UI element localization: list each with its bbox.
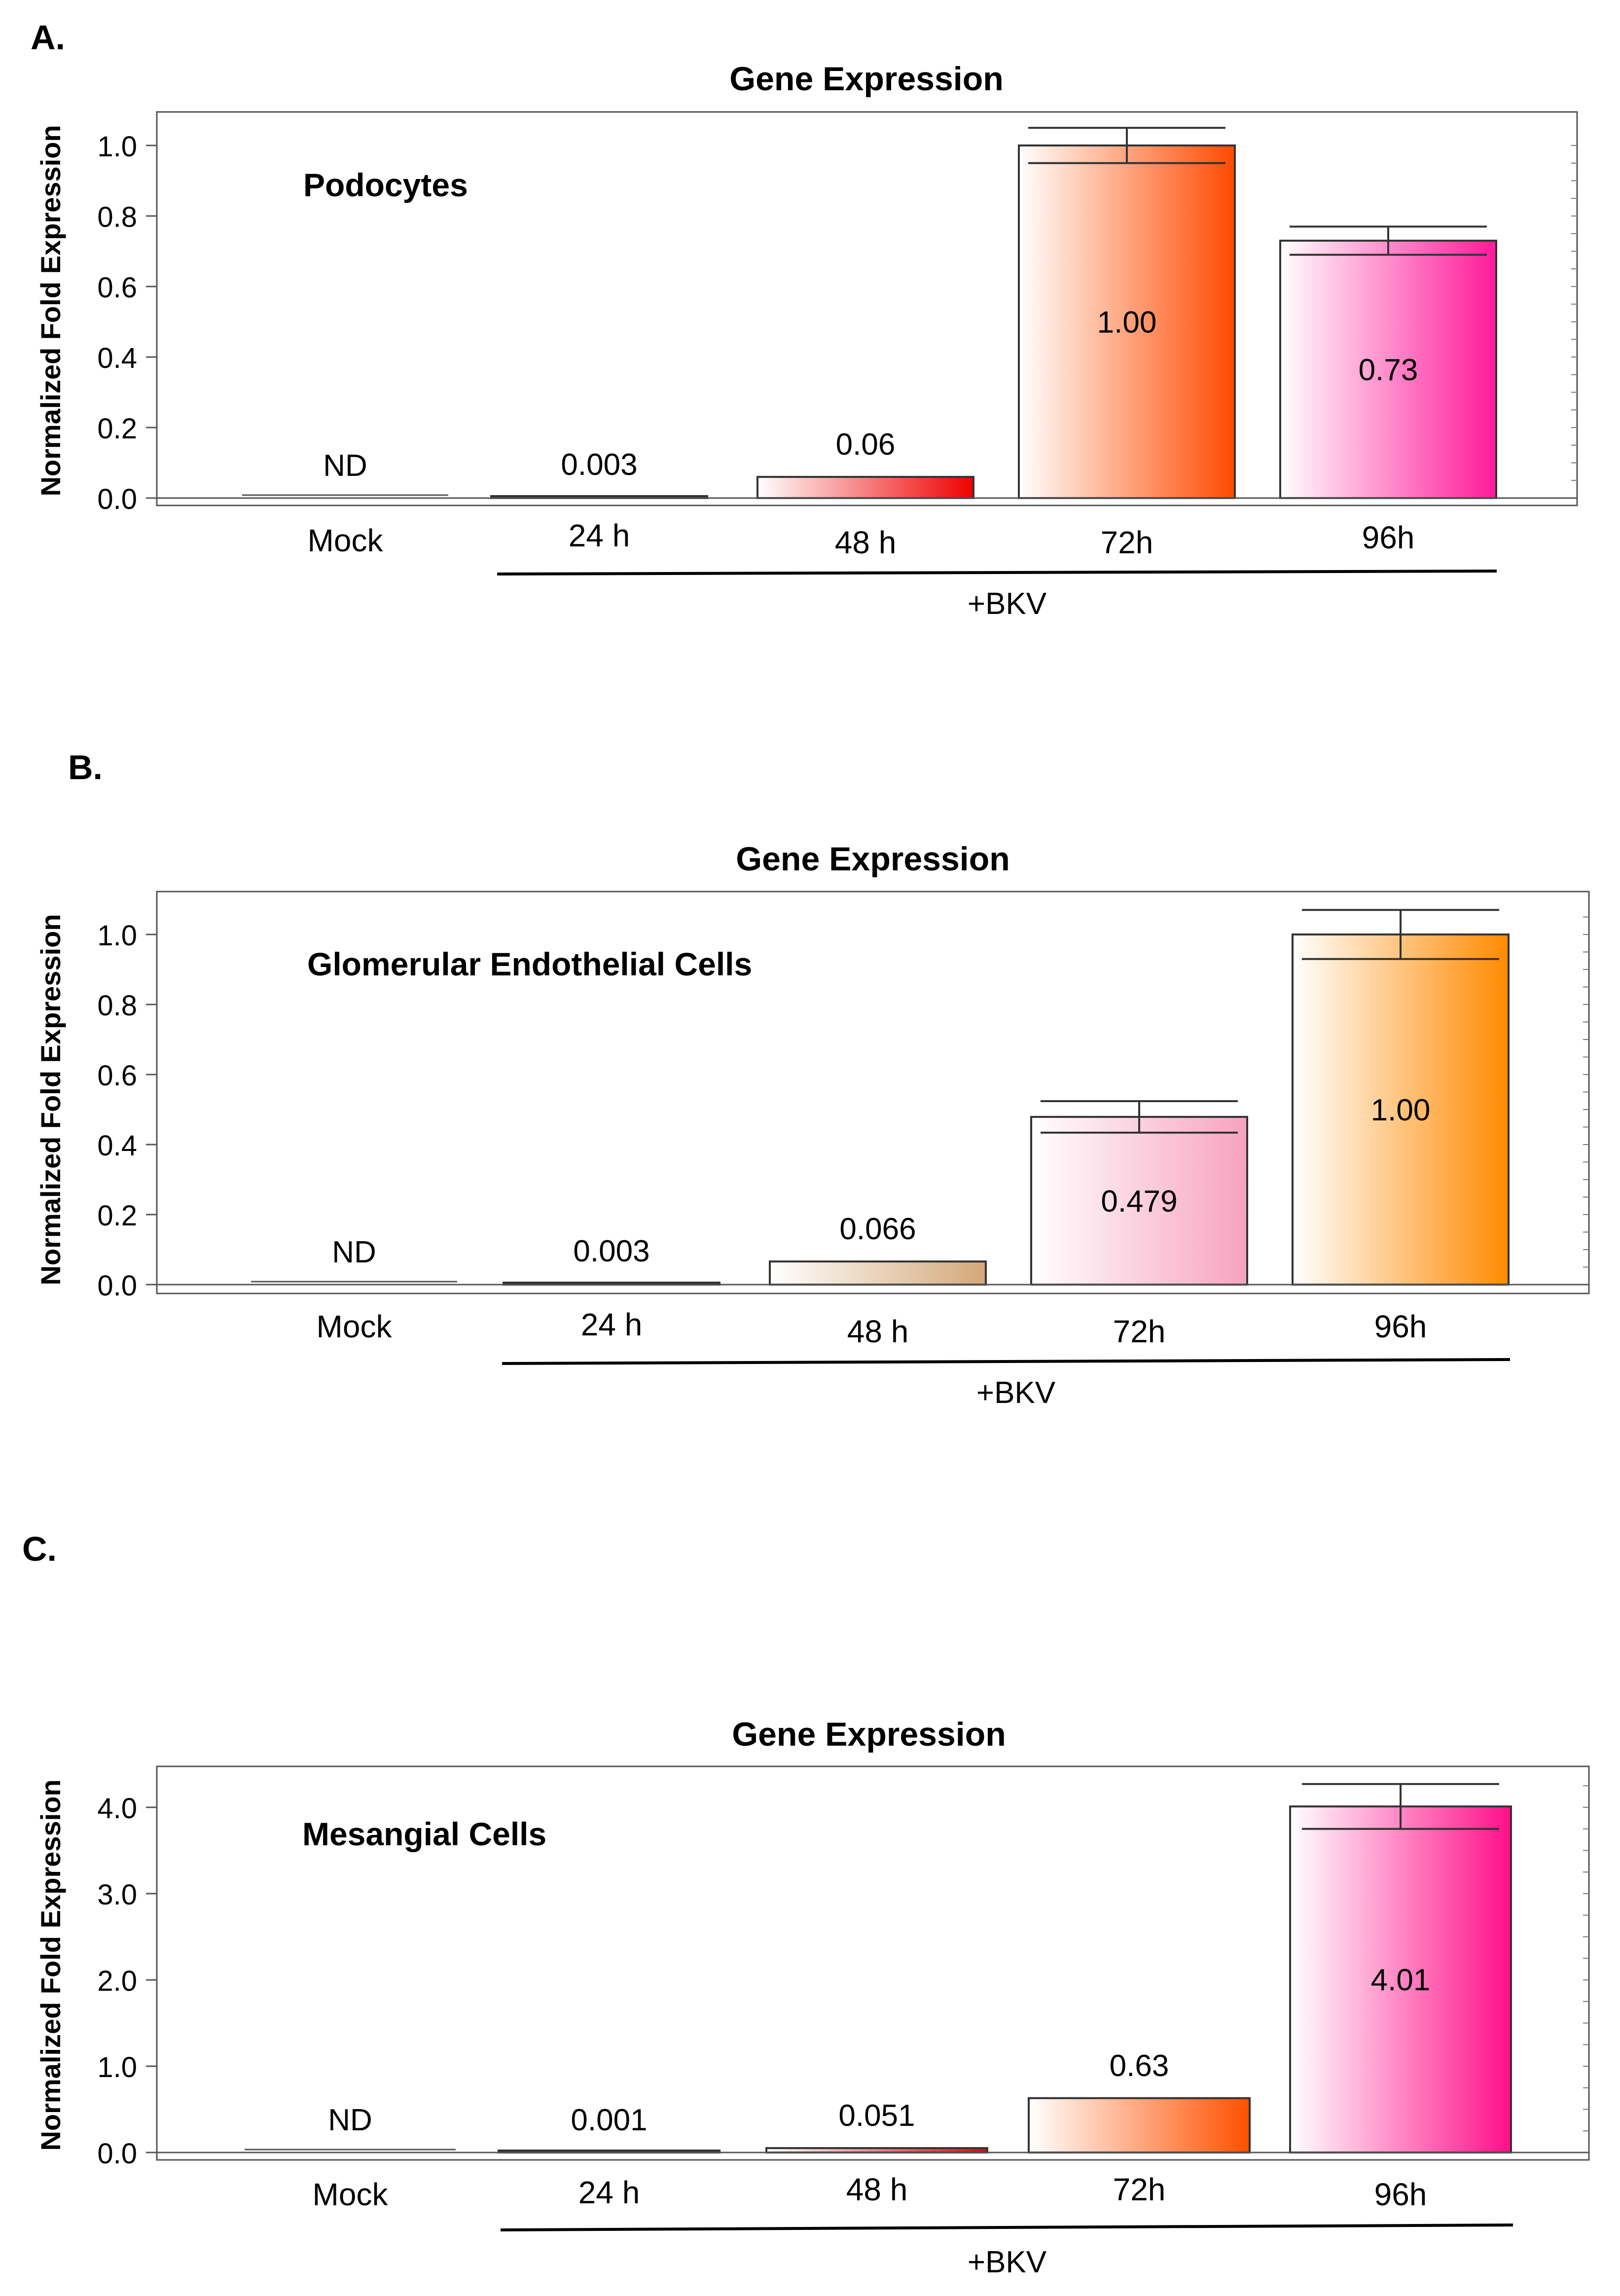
- y-tick-label: 0.0: [97, 483, 137, 515]
- chart-title: Gene Expression: [732, 1716, 1006, 1753]
- data-label: 0.73: [1359, 353, 1418, 387]
- data-label: ND: [332, 1235, 376, 1269]
- x-tick-label: 48 h: [846, 2172, 908, 2207]
- panel-label: C.: [22, 1530, 57, 1568]
- cell-type-annotation: Podocytes: [303, 167, 468, 203]
- x-tick-label: 96h: [1362, 520, 1415, 555]
- y-tick-label: 0.0: [97, 1270, 137, 1302]
- bar: [1289, 1805, 1512, 2153]
- y-tick-label: 0.4: [97, 1130, 137, 1162]
- plot-frame: [156, 1765, 1590, 2161]
- x-tick-label: 24 h: [581, 1307, 643, 1342]
- y-tick-label: 0.2: [97, 1200, 137, 1232]
- bkv-group-bracket: [497, 570, 1497, 575]
- y-tick-label: 0.2: [97, 413, 137, 445]
- x-tick-label: Mock: [317, 1309, 393, 1344]
- y-axis-label: Normalized Fold Expression: [35, 1779, 66, 2151]
- y-tick-label: 1.0: [97, 2051, 137, 2083]
- x-tick-label: 96h: [1374, 1309, 1427, 1344]
- chart-panel-b: B. Gene Expression Normalized Fold Expre…: [35, 748, 1590, 1410]
- data-label: 0.003: [561, 448, 637, 482]
- bar: [1292, 933, 1510, 1286]
- bar: [769, 1260, 987, 1286]
- data-label: 1.00: [1371, 1093, 1431, 1127]
- cell-type-annotation: Glomerular Endothelial Cells: [307, 946, 752, 982]
- bkv-group-bracket: [502, 1358, 1511, 1365]
- data-label: 0.06: [836, 428, 896, 462]
- data-label: ND: [328, 2103, 372, 2137]
- group-label: +BKV: [968, 587, 1047, 621]
- chart-panel-c: C. Gene Expression Normalized Fold Expre…: [22, 1530, 1590, 2279]
- data-label: 0.479: [1101, 1184, 1177, 1219]
- bar: [756, 476, 974, 499]
- x-tick-label: 96h: [1374, 2177, 1427, 2212]
- data-label: 0.051: [838, 2099, 915, 2133]
- x-tick-label: 48 h: [847, 1314, 909, 1349]
- x-tick-label: 24 h: [578, 2175, 640, 2210]
- chart-title: Gene Expression: [736, 840, 1010, 878]
- bar: [1279, 240, 1497, 499]
- y-tick-label: 1.0: [97, 920, 137, 952]
- x-tick-label: 72h: [1113, 1314, 1166, 1349]
- y-tick-label: 2.0: [97, 1965, 137, 1997]
- data-label: 0.63: [1110, 2049, 1169, 2083]
- bar: [1028, 2097, 1251, 2153]
- bkv-group-bracket: [500, 2224, 1513, 2231]
- y-tick-label: 4.0: [97, 1793, 137, 1825]
- bar-group: ND 0.003 0.066 0.479 1.00: [251, 909, 1510, 1286]
- x-tick-label: 72h: [1113, 2172, 1166, 2207]
- bar: [1030, 1115, 1248, 1286]
- panel-label: B.: [68, 748, 103, 787]
- data-label: ND: [323, 449, 367, 483]
- data-label: 1.00: [1097, 306, 1157, 340]
- group-label: +BKV: [976, 1376, 1056, 1410]
- panel-label: A.: [31, 18, 65, 57]
- bar-group: ND 0.003 0.06 1.00 0.73: [242, 127, 1497, 499]
- y-tick-label: 0.8: [97, 201, 137, 233]
- x-tick-label: 72h: [1101, 525, 1153, 560]
- data-label: 0.003: [573, 1234, 649, 1268]
- y-axis-label: Normalized Fold Expression: [35, 914, 66, 1285]
- y-tick-label: 0.0: [97, 2138, 137, 2170]
- data-label: 4.01: [1371, 1963, 1431, 1997]
- y-tick-label: 0.4: [97, 342, 137, 374]
- x-tick-label: 24 h: [569, 518, 630, 553]
- chart-title: Gene Expression: [729, 60, 1004, 98]
- cell-type-annotation: Mesangial Cells: [302, 1816, 546, 1852]
- x-tick-label: Mock: [308, 523, 384, 558]
- x-tick-label: Mock: [313, 2177, 389, 2212]
- data-label: 0.001: [571, 2103, 647, 2137]
- chart-panel-a: A. Gene Expression Normalized Fold Expre…: [31, 18, 1578, 621]
- y-tick-label: 1.0: [97, 131, 137, 163]
- y-tick-label: 0.6: [97, 272, 137, 304]
- data-label: 0.066: [839, 1212, 916, 1246]
- y-tick-label: 0.6: [97, 1060, 137, 1092]
- bar: [1018, 144, 1236, 499]
- plot-frame: [156, 111, 1578, 506]
- y-axis-label: Normalized Fold Expression: [35, 125, 66, 496]
- group-label: +BKV: [968, 2245, 1047, 2279]
- y-tick-label: 0.8: [97, 990, 137, 1022]
- x-tick-label: 48 h: [835, 525, 897, 560]
- y-tick-label: 3.0: [97, 1879, 137, 1911]
